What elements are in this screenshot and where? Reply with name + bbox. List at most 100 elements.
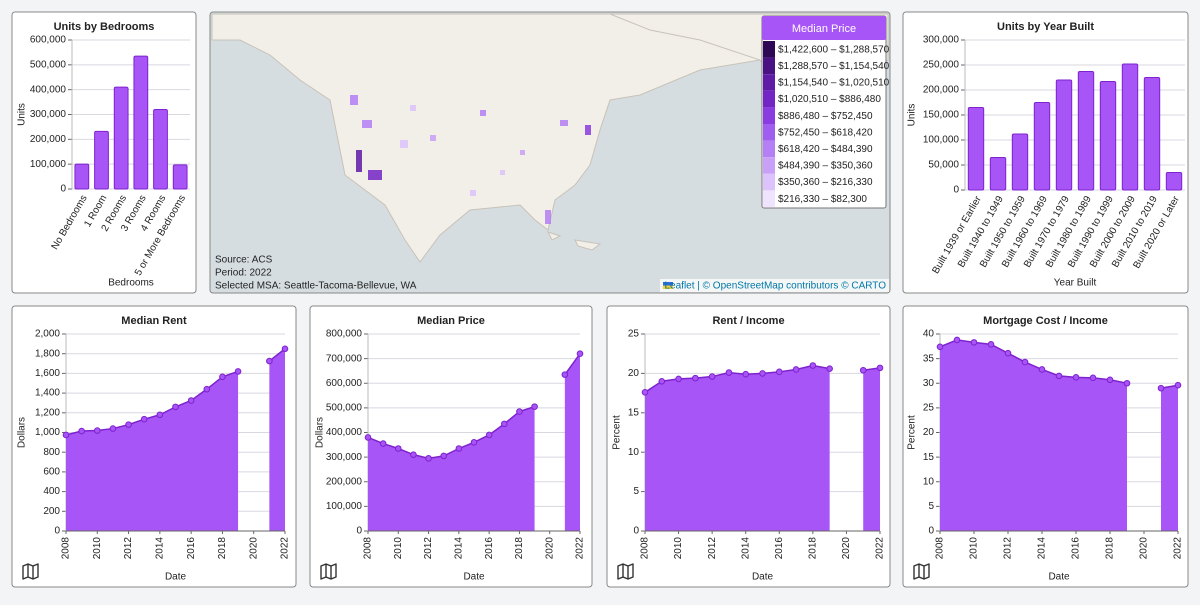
point [219, 373, 226, 381]
y-tick-label: 400,000 [30, 84, 67, 95]
bar [94, 130, 109, 190]
x-tick-label: 2018 [217, 537, 228, 560]
map-icon[interactable] [617, 563, 634, 580]
y-tick-label: 700,000 [326, 353, 363, 364]
x-tick-label: 2008 [363, 537, 374, 560]
point [485, 431, 493, 439]
map-icon[interactable] [22, 563, 39, 580]
map[interactable] [209, 11, 891, 294]
y-tick-label: 0 [356, 526, 362, 537]
y-tick-label: 20 [628, 368, 640, 379]
point [516, 408, 523, 415]
point [792, 366, 800, 373]
bar [1033, 102, 1051, 191]
chart-title: Rent / Income [712, 315, 784, 327]
x-tick-label: 2020 [841, 537, 852, 560]
x-tick-label: 2022 [575, 537, 586, 560]
x-tick-label: 2018 [514, 537, 525, 560]
legend-swatch [763, 41, 775, 58]
y-tick-label: 300,000 [923, 35, 960, 46]
x-tick-label: 2014 [453, 537, 464, 560]
x-tick-label: 2020 [248, 537, 259, 560]
y-tick-label: 150,000 [923, 110, 960, 121]
x-axis-title: Date [1048, 572, 1070, 583]
point [203, 385, 211, 393]
x-tick-label: 2018 [1105, 537, 1116, 560]
y-tick-label: 500,000 [30, 59, 67, 70]
x-tick-label: 2012 [707, 537, 718, 560]
point [742, 370, 750, 378]
x-axis-title: Date [752, 572, 774, 583]
y-tick-label: 10 [923, 476, 935, 487]
point [62, 431, 70, 439]
x-tick-label: 2008 [61, 537, 72, 560]
y-tick-label: 500,000 [326, 403, 363, 414]
x-tick-label: 2008 [640, 537, 651, 560]
x-tick-label: 2012 [1003, 537, 1014, 560]
y-tick-label: 400 [43, 486, 60, 497]
legend-label: $1,422,600 – $1,288,570 [778, 44, 890, 55]
legend-label: $1,154,540 – $1,020,510 [778, 78, 890, 89]
point [859, 366, 867, 374]
y-tick-label: 2,000 [35, 329, 60, 340]
map-attribution[interactable]: Leaflet | © OpenStreetMap contributors ©… [664, 281, 886, 292]
point [125, 421, 132, 428]
area-fill [645, 365, 830, 531]
x-tick-label: 2014 [740, 537, 751, 560]
y-tick-label: 25 [628, 329, 640, 340]
legend-title: Median Price [792, 23, 856, 35]
y-tick-label: 1,400 [35, 388, 60, 399]
y-tick-label: 0 [953, 185, 959, 196]
point [1123, 379, 1131, 387]
chart-title: Median Rent [121, 315, 187, 327]
point [1174, 381, 1182, 389]
point [826, 365, 833, 372]
point [658, 377, 666, 385]
legend-label: $1,288,570 – $1,154,540 [778, 61, 890, 72]
x-tick-label: 2018 [807, 537, 818, 560]
y-tick-label: 1,000 [35, 427, 60, 438]
legend-swatch [763, 190, 775, 207]
flag-top [663, 282, 673, 286]
bar [1099, 81, 1117, 191]
x-tick-label: 2010 [92, 537, 103, 560]
bar [989, 157, 1007, 191]
y-tick-label: 5 [633, 486, 639, 497]
y-tick-label: 100,000 [923, 135, 960, 146]
x-tick-label: 2008 [935, 537, 946, 560]
y-axis-title: Units [907, 104, 918, 127]
x-tick-label: 2022 [1173, 537, 1184, 560]
legend-label: $1,020,510 – $886,480 [778, 94, 881, 105]
legend-label: $350,360 – $216,330 [778, 177, 873, 188]
point [425, 455, 432, 462]
y-tick-label: 0 [633, 526, 639, 537]
legend-swatch [763, 140, 775, 158]
y-tick-label: 30 [923, 378, 935, 389]
y-tick-label: 1,800 [35, 348, 60, 359]
point [1038, 366, 1046, 373]
point [708, 373, 716, 380]
point [775, 368, 783, 376]
x-axis-title: Date [165, 572, 187, 583]
point [470, 439, 478, 446]
map-icon[interactable] [320, 563, 337, 580]
chart-title: Units by Year Built [997, 21, 1094, 33]
y-axis-title: Dollars [17, 417, 28, 448]
y-tick-label: 200,000 [30, 134, 67, 145]
area-fill [66, 371, 239, 531]
map-icon[interactable] [913, 563, 930, 580]
point [410, 451, 417, 458]
point [78, 427, 85, 435]
point [759, 370, 766, 377]
point [156, 411, 164, 419]
y-tick-label: 100,000 [326, 501, 363, 512]
y-axis-title: Dollars [315, 417, 326, 448]
legend-swatch [763, 90, 775, 108]
area-fill [269, 348, 285, 531]
point [953, 336, 961, 344]
y-tick-label: 15 [628, 407, 640, 418]
y-axis-title: Percent [612, 415, 623, 450]
x-tick-label: 2012 [123, 537, 134, 560]
area-line [564, 353, 581, 376]
